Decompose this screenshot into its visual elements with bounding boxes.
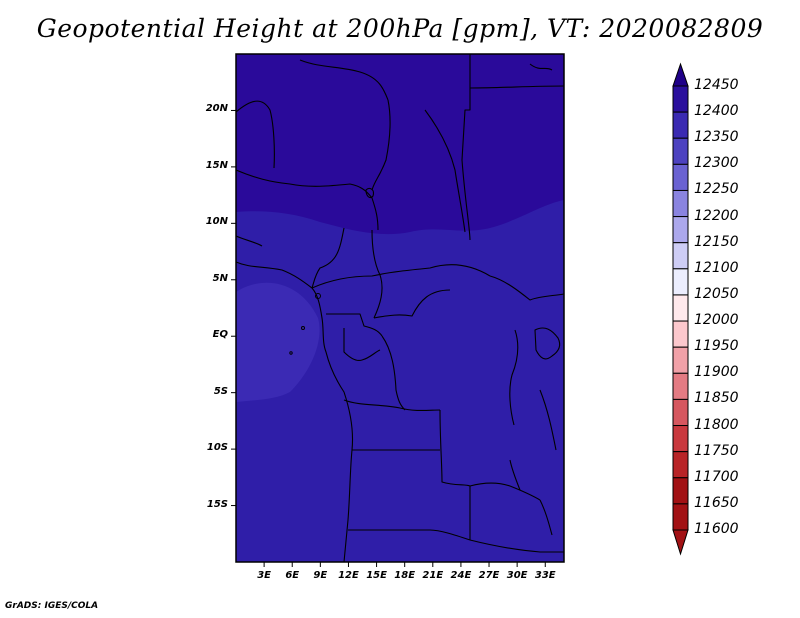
boundary-line: [534, 327, 561, 360]
boundary-line: [461, 54, 471, 241]
geopotential-field: [236, 54, 564, 562]
colorbar-segment: [672, 398, 689, 427]
colorbar-level-label: 12400: [694, 103, 739, 120]
colorbar-segment: [672, 372, 689, 400]
lon-tick-label: 15E: [366, 570, 387, 581]
lon-tick-label: 12E: [338, 570, 359, 581]
boundary-line: [343, 399, 441, 412]
boundary-line: [365, 187, 374, 199]
colorbar-level-label: 12200: [694, 207, 739, 224]
colorbar-level-label: 11600: [694, 521, 739, 537]
map-title: Geopotential Height at 200hPa [gpm], VT:…: [36, 14, 764, 43]
lon-tick-label: 33E: [534, 570, 556, 581]
lat-tick-label: 5S: [213, 385, 228, 397]
colorbar-segment: [672, 242, 689, 270]
colorbar-level-label: 11850: [694, 390, 739, 407]
island: [301, 326, 305, 330]
boundary-line: [235, 100, 275, 169]
boundary-line: [235, 235, 263, 247]
colorbar-level-label: 11950: [694, 338, 739, 355]
boundary-line: [311, 227, 345, 289]
lat-tick-label: 10N: [205, 216, 228, 228]
boundary-line: [235, 169, 379, 231]
grads-credit: GrADS: IGES/COLA: [5, 601, 99, 611]
lon-tick-label: 18E: [394, 570, 416, 581]
colorbar-level-label: 11750: [694, 442, 739, 459]
colorbar-bottom-arrow: [672, 529, 689, 556]
colorbar-level-label: 12250: [694, 181, 739, 198]
colorbar-segment: [672, 477, 689, 505]
field-above-12400: [236, 54, 564, 235]
boundary-line: [539, 499, 553, 536]
boundary-line: [371, 229, 383, 319]
colorbar-level-label: 11700: [694, 468, 739, 485]
colorbar: [672, 62, 689, 556]
colorbar-level-label: 12150: [694, 233, 739, 250]
colorbar-segment: [672, 85, 689, 113]
colorbar-segment: [672, 216, 689, 244]
colorbar-level-label: 12450: [694, 77, 739, 93]
boundary-line: [348, 529, 471, 541]
colorbar-segment: [672, 189, 689, 218]
colorbar-level-label: 12350: [694, 129, 739, 146]
colorbar-segment: [672, 425, 689, 453]
boundary-line: [469, 539, 564, 553]
lat-tick-label: 10S: [206, 442, 228, 454]
boundary-line: [373, 289, 451, 319]
lat-tick-label: 15N: [205, 159, 228, 171]
colorbar-top-arrow: [672, 62, 689, 87]
colorbar-level-label: 12100: [694, 259, 739, 276]
lon-tick-label: 27E: [478, 570, 500, 581]
boundary-line: [424, 109, 466, 233]
boundary-line: [299, 59, 389, 101]
boundary-line: [529, 63, 553, 71]
colorbar-level-label: 12050: [694, 285, 739, 302]
colorbar-segment: [672, 346, 689, 374]
boundary-line: [469, 482, 541, 501]
field-12300-12350: [236, 282, 320, 402]
colorbar-segment: [672, 268, 689, 296]
map-frame: [235, 53, 565, 563]
colorbar-level-label: 11650: [694, 494, 739, 511]
colorbar-segment: [672, 320, 689, 348]
colorbar-level-label: 12300: [694, 155, 739, 172]
boundary-line: [509, 459, 521, 491]
boundary-line: [311, 264, 491, 289]
island: [315, 293, 321, 299]
colorbar-level-label: 11800: [694, 416, 739, 433]
boundary-line: [439, 409, 471, 540]
lat-tick-label: 5N: [212, 272, 228, 284]
boundary-line: [343, 328, 381, 362]
boundary-line: [509, 329, 519, 426]
island: [289, 351, 293, 355]
boundary-line: [326, 313, 383, 337]
lat-tick-label: 20N: [205, 103, 228, 115]
colorbar-segment: [672, 451, 689, 479]
boundary-line: [539, 389, 557, 451]
lon-tick-label: 24E: [450, 570, 472, 581]
boundary-line: [489, 275, 565, 301]
map-axes: [231, 53, 565, 567]
boundary-line: [235, 261, 354, 563]
lon-tick-label: 9E: [313, 570, 328, 581]
lat-tick-label: EQ: [212, 329, 228, 341]
lon-tick-label: 6E: [285, 570, 300, 581]
colorbar-level-label: 11900: [694, 364, 739, 381]
colorbar-segment: [672, 137, 689, 165]
boundary-line: [371, 99, 391, 191]
colorbar-level-label: 12000: [694, 312, 739, 329]
boundary-line: [381, 335, 406, 411]
lat-tick-label: 15S: [206, 498, 228, 510]
colorbar-segment: [672, 503, 689, 531]
lon-tick-label: 3E: [257, 570, 271, 581]
colorbar-segment: [672, 111, 689, 139]
lon-tick-label: 30E: [506, 570, 528, 581]
boundary-line: [469, 85, 565, 89]
lon-tick-label: 21E: [422, 570, 444, 581]
colorbar-segment: [672, 163, 689, 191]
colorbar-segment: [672, 294, 689, 322]
